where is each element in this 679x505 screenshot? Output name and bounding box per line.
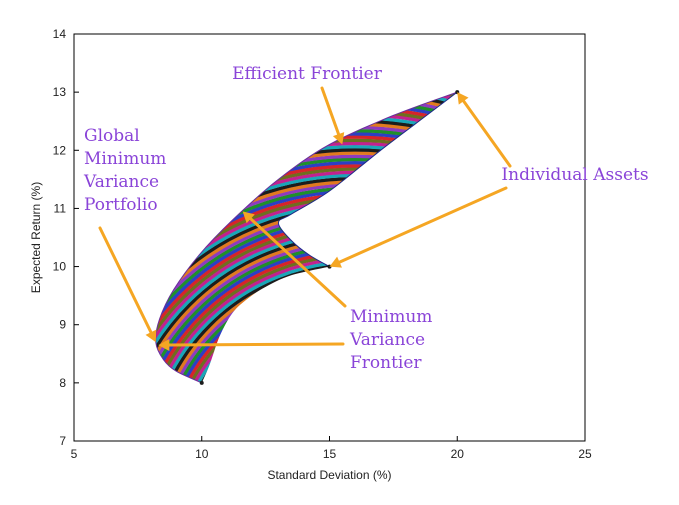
fill-stripe [284,399,425,505]
fill-stripe [294,409,416,505]
annotation-arrow [329,186,508,268]
fill-stripe [257,372,453,383]
x-axis-label: Standard Deviation (%) [267,468,391,482]
fill-stripe [304,419,407,505]
x-tick-label: 5 [71,447,78,461]
fill-stripe [263,378,447,383]
fill-stripe [291,406,419,505]
x-axis-ticks: 5 10 15 20 25 [71,436,592,461]
fill-stripe [155,92,458,383]
annotation-arrow [98,226,157,343]
fill-stripe [237,352,458,383]
fill-stripe [300,415,409,505]
annotation-text: Variance [83,172,159,192]
annotation-arrows [98,86,512,352]
annotation-text: Portfolio [84,195,158,215]
fill-stripe [250,365,458,383]
fill-stripe [278,393,432,505]
y-tick-label: 9 [59,318,66,332]
fill-stripe [155,151,458,383]
fill-stripe [155,138,458,383]
fill-stripe [310,425,400,505]
fill-stripe [155,144,458,383]
fill-stripe [288,403,423,505]
annotation-arrow [158,339,345,352]
fill-stripe [155,160,458,383]
fill-stripe [155,154,458,383]
minimum-variance-frontier-line [155,91,458,384]
annotation-arrow [320,86,345,145]
annotation-text: Individual Assets [501,165,648,185]
fill-stripe [281,396,429,505]
fill-stripe [272,387,439,505]
fill-stripe [155,141,458,383]
fill-stripe [155,167,458,383]
fill-stripe [307,422,403,505]
annotation-text: Frontier [350,353,422,373]
annotation-arrow [457,92,512,168]
fill-stripe [247,362,458,383]
annotation-text: Global [84,126,140,146]
axes-box [73,33,586,442]
annotation-text: Minimum [84,149,166,169]
annotation-text: Minimum [350,307,432,327]
fill-stripe [155,148,458,383]
asset-point [199,380,204,385]
fill-stripe [155,164,458,383]
fill-stripe [244,359,458,383]
fill-stripe [253,368,457,383]
opportunity-set-fill [155,92,458,505]
y-tick-label: 11 [54,201,67,215]
x-tick-label: 25 [578,447,592,461]
fill-stripe [275,390,435,505]
y-tick-label: 13 [53,85,67,99]
annotation-text: Efficient Frontier [232,64,383,84]
annotation-arrow [242,211,347,308]
x-tick-label: 15 [323,447,337,461]
y-axis-ticks: 7 8 9 10 11 12 13 14 [53,27,79,448]
annotation-text: Variance [349,330,425,350]
inner-edge-line [277,91,458,268]
fill-stripe [155,92,458,383]
y-tick-label: 7 [59,434,66,448]
fill-stripe [155,92,458,383]
fill-stripe [155,135,458,383]
fill-stripe [155,132,458,383]
x-tick-label: 10 [195,447,209,461]
y-tick-label: 12 [53,143,67,157]
fill-stripe [266,381,444,383]
fill-stripe [241,356,458,383]
annotations: Efficient Frontier Global Minimum Variance P… [83,64,649,373]
y-tick-label: 10 [53,260,67,274]
fill-stripe [297,412,413,505]
y-axis-label: Expected Return (%) [29,182,43,293]
y-tick-label: 14 [53,27,67,41]
x-tick-label: 20 [451,447,465,461]
fill-stripe [155,157,458,383]
y-tick-label: 8 [59,376,66,390]
